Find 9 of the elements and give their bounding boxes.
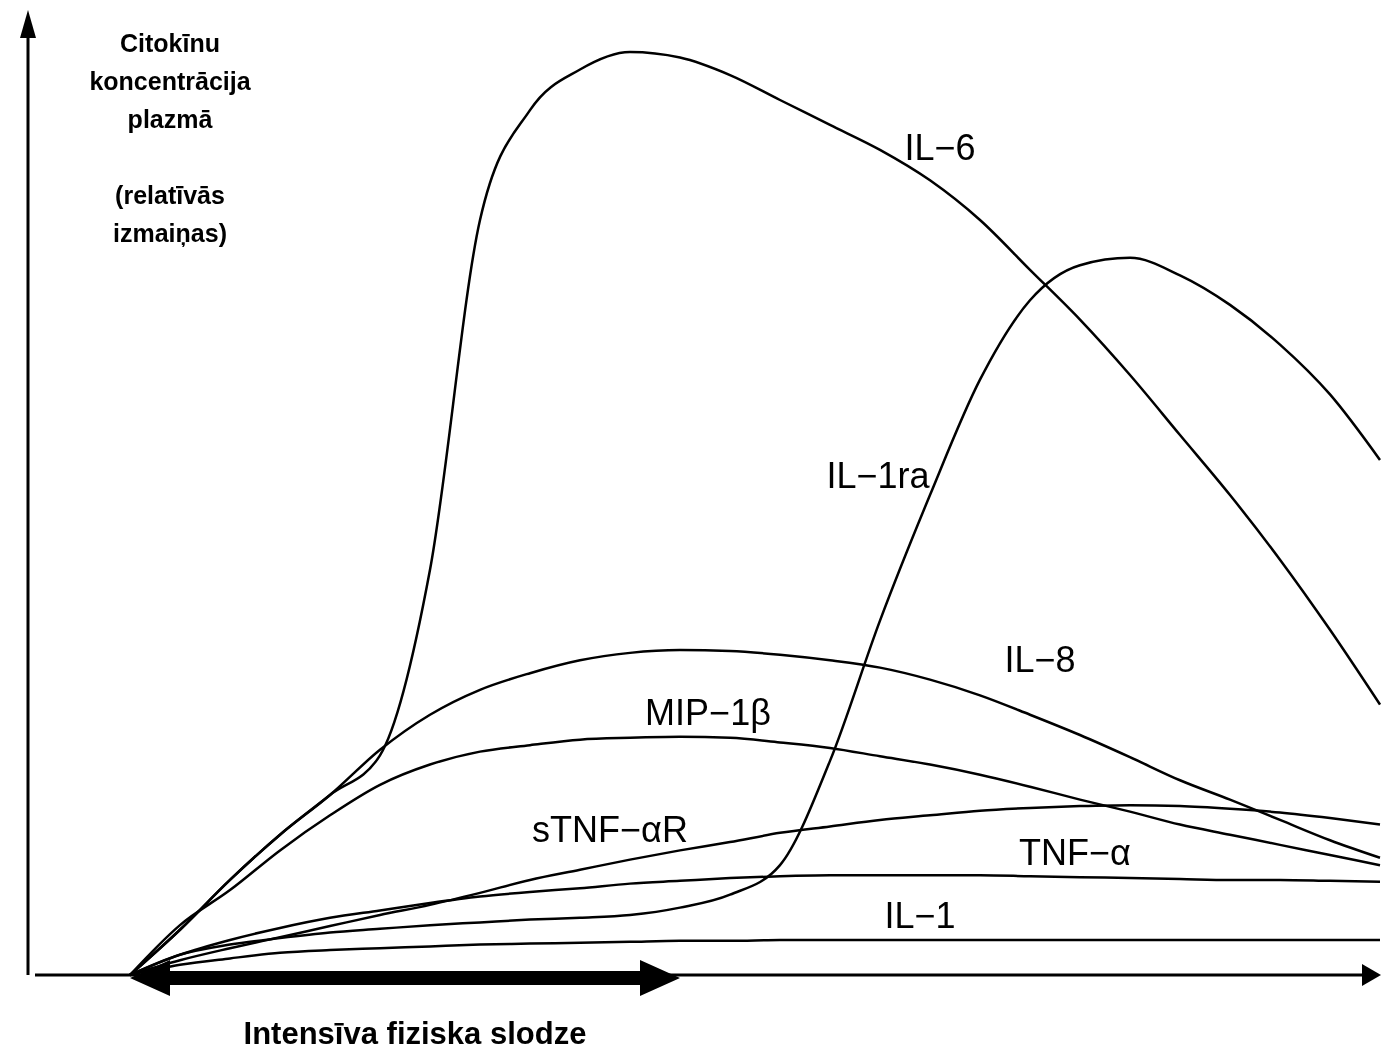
series-label: MIP−1β <box>645 691 771 733</box>
text: Citokīnu koncentrācija plazmā (relatīvās izmaiņas) <box>89 28 251 247</box>
x-axis-title: Intensīva fiziska slodze <box>243 1016 587 1052</box>
series-label: TNF−α <box>1019 831 1131 873</box>
series-label: IL−1ra <box>826 454 931 496</box>
series-label: IL−1 <box>884 894 956 936</box>
series-label: IL−6 <box>904 126 976 168</box>
series-label: IL−8 <box>1004 638 1076 680</box>
series-label: sTNF−αR <box>532 808 688 850</box>
